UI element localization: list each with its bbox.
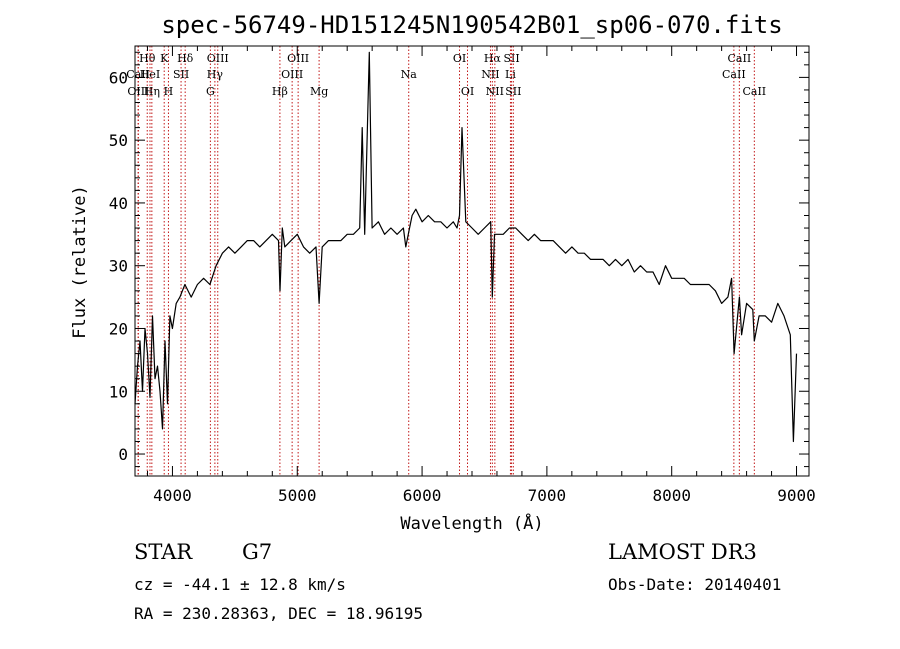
marker-label-4: Hη	[144, 85, 160, 98]
y-tick-label-30: 30	[109, 257, 128, 276]
y-tick-label-10: 10	[109, 382, 128, 401]
y-axis-label: Flux (relative)	[70, 185, 90, 339]
marker-label-13: OIII	[287, 52, 309, 65]
observation-date: Obs-Date: 20140401	[608, 575, 782, 594]
chart-title: spec-56749-HD151245N190542B01_sp06-070.f…	[161, 11, 782, 39]
marker-label-11: G	[206, 85, 215, 98]
plot-frame	[134, 45, 810, 477]
marker-label-26: CaII	[722, 68, 746, 81]
marker-label-3: HeI	[140, 68, 160, 81]
marker-label-17: OI	[453, 52, 466, 65]
marker-label-22: SII	[503, 52, 519, 65]
marker-label-24: SII	[505, 85, 521, 98]
marker-label-6: SII	[173, 68, 189, 81]
x-tick-label-5000: 5000	[278, 486, 317, 505]
marker-label-21: NII	[486, 85, 504, 98]
marker-label-8: Hδ	[177, 52, 194, 65]
x-tick-label-9000: 9000	[777, 486, 816, 505]
coordinates-readout: RA = 230.28363, DEC = 18.96195	[134, 604, 423, 623]
axis-ticks: 4000 5000 6000 7000 8000 9000 0 10 20 30 40 50 60	[109, 46, 816, 505]
y-tick-label-0: 0	[118, 445, 128, 464]
marker-label-5: K	[160, 52, 169, 65]
x-tick-label-7000: 7000	[528, 486, 567, 505]
spectrum-series-line	[134, 51, 798, 443]
marker-label-16: Na	[401, 68, 418, 81]
marker-label-25: CaII	[728, 52, 752, 65]
marker-label-14: OIII	[281, 68, 303, 81]
marker-label-15: Mg	[310, 85, 328, 98]
marker-label-27: CaII	[742, 85, 766, 98]
marker-label-12: Hβ	[272, 85, 288, 98]
marker-label-18: OI	[461, 85, 474, 98]
y-tick-label-20: 20	[109, 319, 128, 338]
marker-label-10: Hγ	[207, 68, 224, 81]
redshift-readout: cz = -44.1 ± 12.8 km/s	[134, 575, 346, 594]
survey-name: LAMOST DR3	[608, 540, 757, 564]
x-tick-label-6000: 6000	[403, 486, 442, 505]
marker-label-23: Li	[505, 68, 516, 81]
marker-label-20: NII	[481, 68, 499, 81]
y-tick-label-40: 40	[109, 194, 128, 213]
y-tick-label-50: 50	[109, 131, 128, 150]
object-class: STAR	[134, 540, 193, 564]
marker-label-9: OIII	[207, 52, 229, 65]
marker-label-19: Hα	[484, 52, 502, 65]
x-axis-label: Wavelength (Å)	[400, 512, 543, 534]
object-subclass: G7	[242, 540, 273, 564]
marker-label-7: H	[164, 85, 174, 98]
marker-label-2: OIII	[127, 85, 149, 98]
marker-label-0: Hθ	[139, 52, 156, 65]
y-tick-label-60: 60	[109, 68, 128, 87]
emission-line-markers: Hθ CaII OIII HeI Hη K SII H Hδ OIII Hγ G Hβ OIII OIII M…	[126, 46, 766, 476]
x-tick-label-8000: 8000	[652, 486, 691, 505]
x-tick-label-4000: 4000	[153, 486, 192, 505]
